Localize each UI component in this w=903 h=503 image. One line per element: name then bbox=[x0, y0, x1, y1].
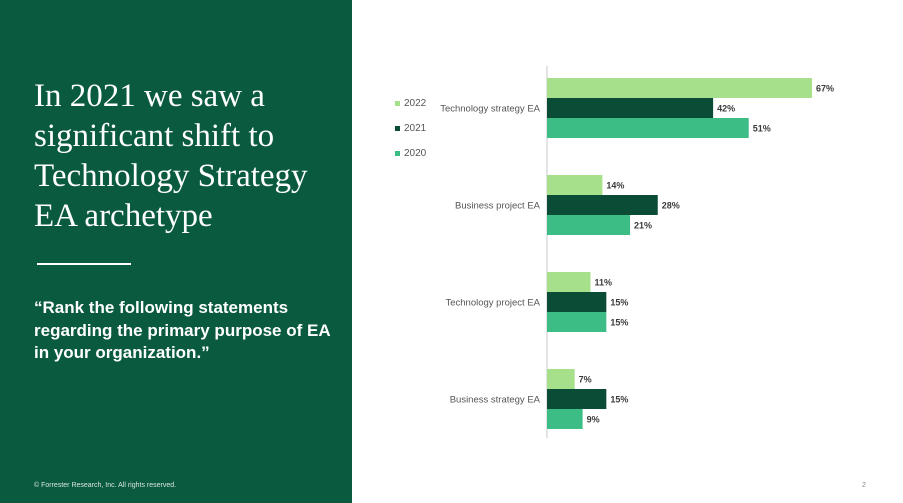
legend-swatch-2020 bbox=[395, 151, 400, 156]
legend-swatch-2021 bbox=[395, 126, 400, 131]
legend-label-2022: 2022 bbox=[404, 98, 427, 109]
category-label: Technology project EA bbox=[445, 298, 540, 309]
legend-item-2022: 2022 bbox=[395, 97, 426, 110]
bar-2020 bbox=[547, 118, 749, 138]
copyright-footer: © Forrester Research, Inc. All rights re… bbox=[34, 482, 177, 489]
data-label: 28% bbox=[662, 201, 680, 211]
bar-2021 bbox=[547, 292, 607, 312]
legend-item-2020: 2020 bbox=[395, 147, 426, 160]
bar-2020 bbox=[547, 215, 631, 235]
legend-label-2021: 2021 bbox=[404, 123, 427, 134]
category-label: Business project EA bbox=[455, 201, 541, 212]
category-label: Technology strategy EA bbox=[440, 104, 540, 115]
bar-2022 bbox=[547, 175, 603, 195]
category-label: Business strategy EA bbox=[450, 395, 541, 406]
data-label: 14% bbox=[606, 181, 624, 191]
bar-2022 bbox=[547, 369, 575, 389]
data-label: 15% bbox=[610, 298, 628, 308]
legend-label-2020: 2020 bbox=[404, 148, 427, 159]
survey-question: “Rank the following statements regarding… bbox=[34, 298, 330, 362]
bar-2022 bbox=[547, 78, 812, 98]
slide-headline: In 2021 we saw a significant shift to Te… bbox=[34, 78, 308, 234]
data-label: 9% bbox=[587, 415, 600, 425]
chart-legend: 2022 2021 2020 bbox=[395, 97, 426, 172]
bar-2022 bbox=[547, 272, 591, 292]
data-label: 42% bbox=[717, 104, 735, 114]
legend-swatch-2022 bbox=[395, 101, 400, 106]
legend-item-2021: 2021 bbox=[395, 122, 426, 135]
data-label: 15% bbox=[610, 395, 628, 405]
bar-2021 bbox=[547, 195, 658, 215]
bar-2021 bbox=[547, 98, 714, 118]
data-label: 15% bbox=[610, 318, 628, 328]
data-label: 67% bbox=[816, 84, 834, 94]
title-panel: In 2021 we saw a significant shift to Te… bbox=[0, 0, 352, 503]
page-number: 2 bbox=[862, 482, 866, 489]
bar-2020 bbox=[547, 409, 583, 429]
data-label: 11% bbox=[595, 278, 613, 288]
data-label: 7% bbox=[579, 375, 592, 385]
data-label: 51% bbox=[753, 124, 771, 134]
bar-2021 bbox=[547, 389, 607, 409]
data-label: 21% bbox=[634, 221, 652, 231]
divider-line bbox=[37, 263, 131, 265]
bar-2020 bbox=[547, 312, 607, 332]
